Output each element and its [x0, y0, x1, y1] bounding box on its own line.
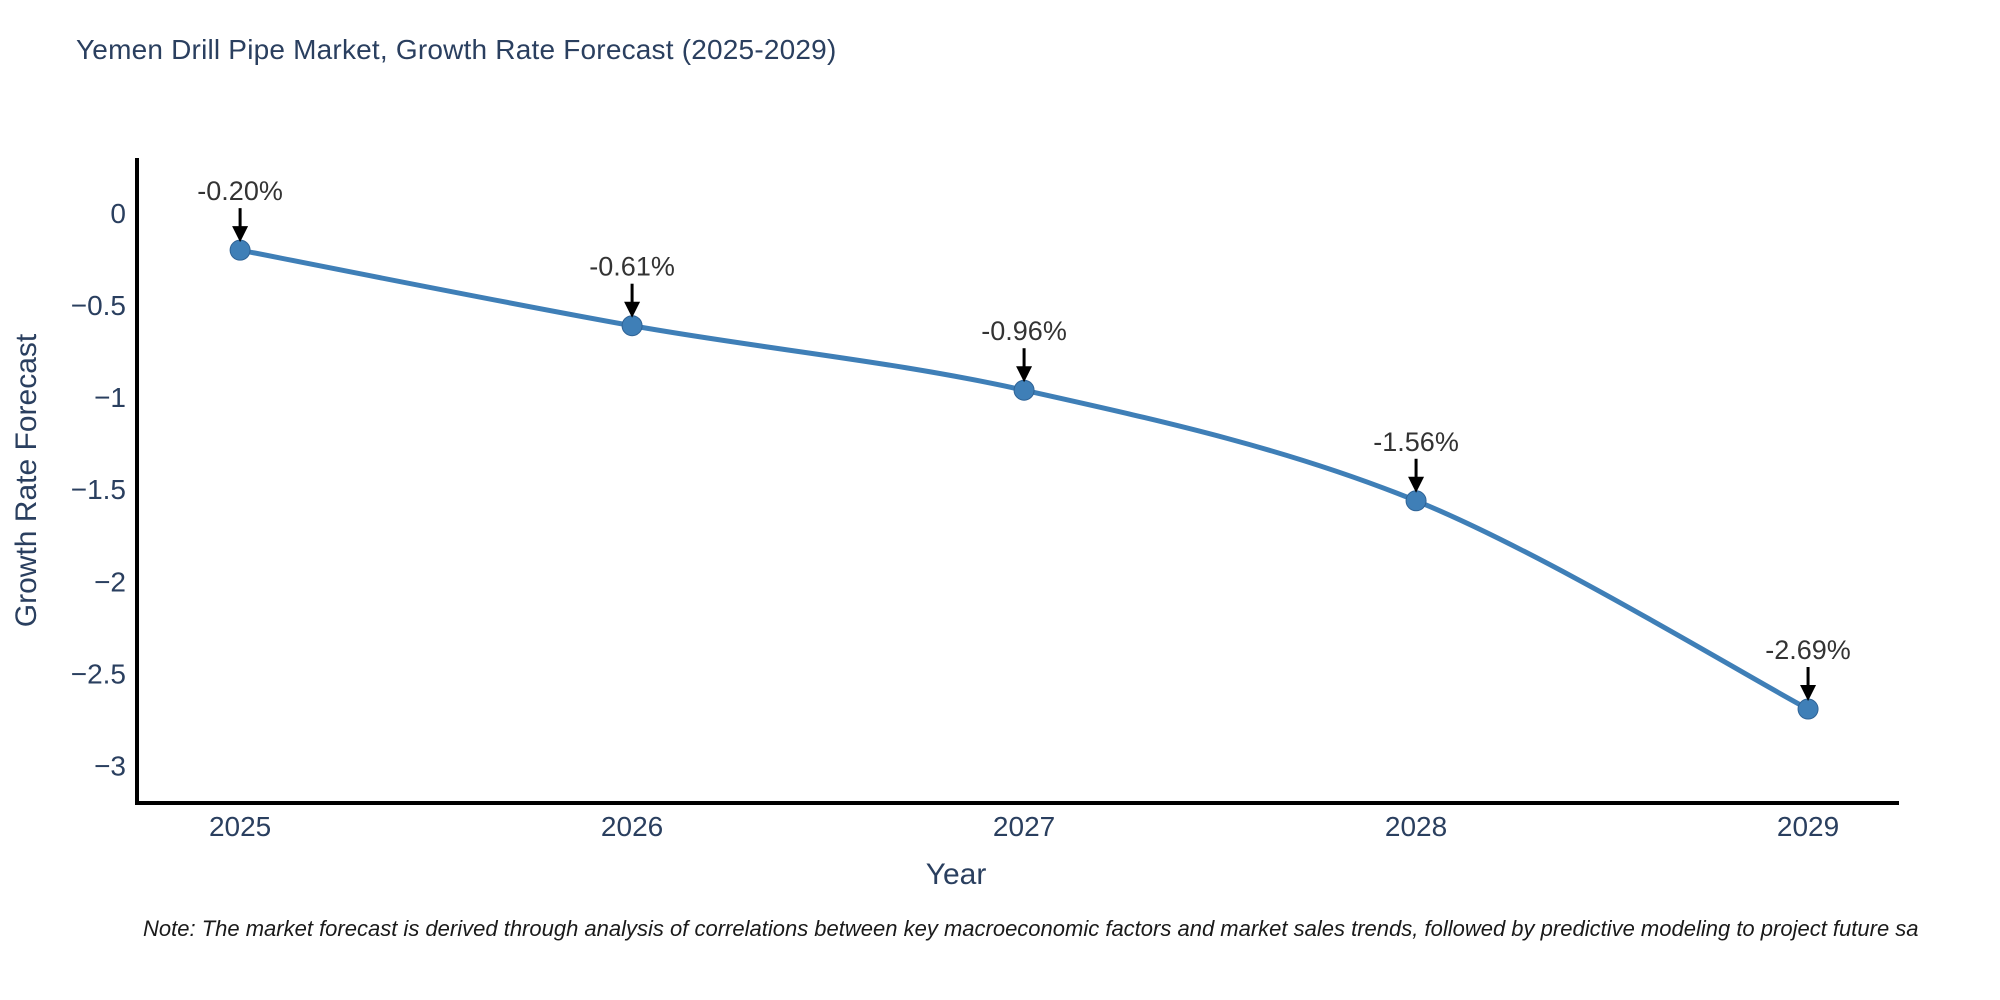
annotation-label: -0.61% [589, 252, 675, 282]
annotation-arrowhead [1408, 476, 1425, 493]
footnote: Note: The market forecast is derived thr… [143, 916, 1919, 941]
annotation-arrowhead [1800, 685, 1817, 702]
data-point [1013, 379, 1035, 401]
y-axis-title: Growth Rate Forecast [10, 333, 43, 627]
data-point [229, 239, 251, 261]
data-point [621, 315, 643, 337]
y-tick-label: −2 [94, 566, 126, 597]
x-tick-label: 2027 [993, 811, 1055, 842]
annotation-arrowhead [1016, 366, 1033, 383]
y-tick-label: −1.5 [71, 474, 126, 505]
chart-title: Yemen Drill Pipe Market, Growth Rate For… [76, 34, 837, 65]
annotation-label: -1.56% [1373, 427, 1459, 457]
y-tick-label: −3 [94, 751, 126, 782]
annotation-arrowhead [232, 226, 249, 243]
y-tick-label: −1 [94, 382, 126, 413]
y-tick-label: −2.5 [71, 659, 126, 690]
x-tick-label: 2025 [209, 811, 271, 842]
x-tick-label: 2026 [601, 811, 663, 842]
annotation-label: -0.96% [981, 316, 1067, 346]
annotation-label: -0.20% [197, 176, 283, 206]
x-tick-label: 2028 [1385, 811, 1447, 842]
y-tick-label: 0 [110, 198, 126, 229]
data-point [1797, 698, 1819, 720]
x-tick-label: 2029 [1777, 811, 1839, 842]
y-tick-label: −0.5 [71, 290, 126, 321]
data-point [1405, 490, 1427, 512]
annotation-arrowhead [624, 301, 641, 318]
annotation-label: -2.69% [1765, 635, 1851, 665]
x-axis-title: Year [926, 858, 987, 891]
